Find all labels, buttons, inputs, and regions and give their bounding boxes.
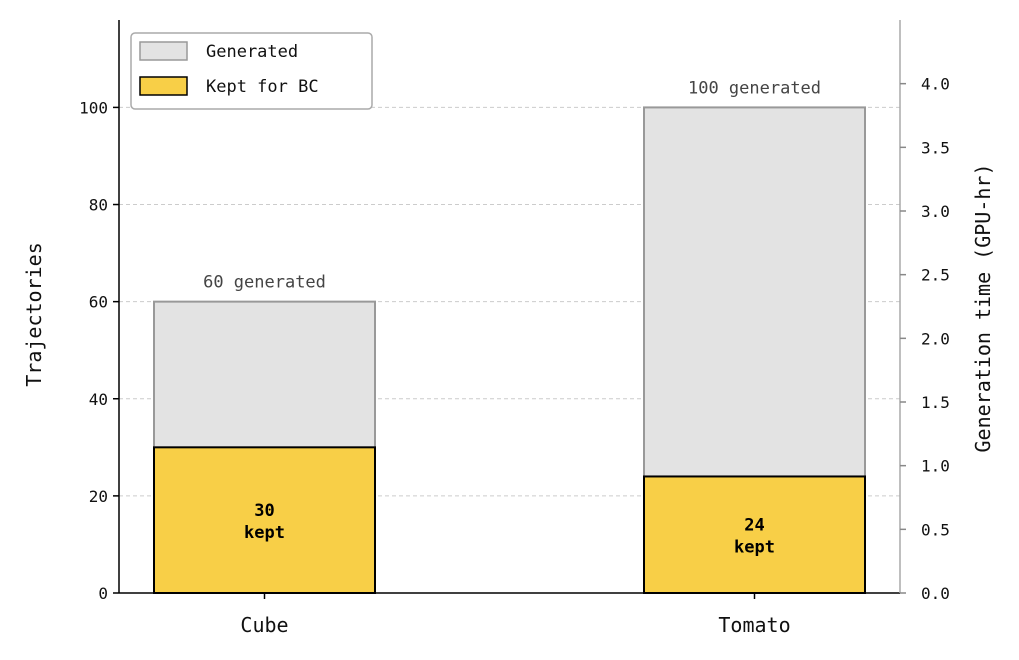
bars	[153, 106, 866, 595]
y2-tick-label-0.0: 0.0	[921, 584, 950, 603]
y-tick-label-100: 100	[79, 98, 108, 117]
bar-kept-tomato	[643, 475, 866, 595]
legend-swatch-kept	[139, 76, 188, 96]
axes: Cube Tomato 0 20 40 60 80 100 0.0 0.5 1.0 1.5 2.0 2.5…	[22, 20, 995, 637]
y-tick-label-20: 20	[89, 487, 108, 506]
y2-tick-label-4.0: 4.0	[921, 75, 950, 94]
kept-count-label-cube: 30	[254, 501, 274, 521]
y2-tick-label-1.5: 1.5	[921, 393, 950, 412]
kept-word-label-cube: kept	[244, 523, 285, 543]
y-tick-label-60: 60	[89, 293, 108, 312]
legend: Generated Kept for BC	[130, 32, 373, 110]
legend-swatch-generated	[139, 41, 188, 61]
y2-tick-label-1.0: 1.0	[921, 457, 950, 476]
x-tick-label-tomato: Tomato	[718, 613, 790, 637]
generated-label-tomato: 100 generated	[688, 78, 821, 98]
y2-axis-title: Generation time (GPU-hr)	[971, 164, 995, 453]
kept-word-label-tomato: kept	[734, 538, 775, 558]
y-tick-label-80: 80	[89, 196, 108, 215]
kept-count-label-tomato: 24	[744, 516, 764, 536]
y2-tick-label-3.5: 3.5	[921, 138, 950, 157]
y2-tick-label-2.5: 2.5	[921, 266, 950, 285]
y-tick-label-40: 40	[89, 390, 108, 409]
legend-label-kept: Kept for BC	[206, 77, 319, 97]
y-axis-title: Trajectories	[22, 242, 46, 387]
legend-label-generated: Generated	[206, 42, 298, 62]
y2-tick-label-3.0: 3.0	[921, 202, 950, 221]
x-tick-label-cube: Cube	[240, 613, 288, 637]
y-tick-label-0: 0	[98, 584, 108, 603]
y2-tick-label-2.0: 2.0	[921, 329, 950, 348]
legend-box	[130, 32, 373, 110]
y2-tick-label-0.5: 0.5	[921, 520, 950, 539]
bar-kept-cube	[153, 446, 376, 594]
generated-label-cube: 60 generated	[203, 273, 326, 293]
